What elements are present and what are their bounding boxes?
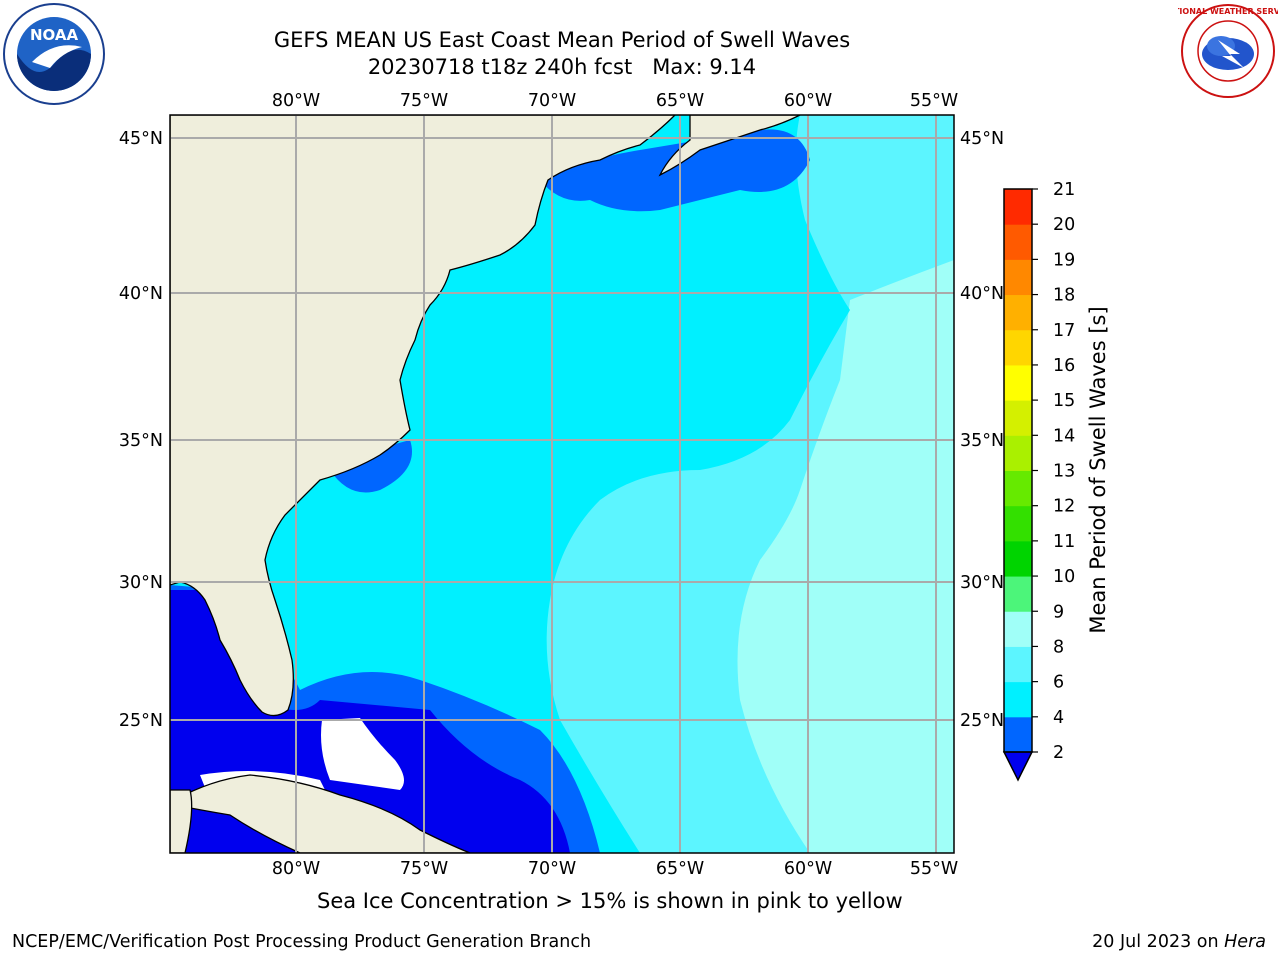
footer-machine: Hera [1224,932,1266,952]
colorbar-tick-label: 9 [1053,602,1064,622]
colorbar-segment [1004,189,1032,225]
colorbar-tick-label: 2 [1053,743,1064,763]
land-cuba [174,774,471,853]
lat-labels-left: 45°N 40°N 35°N 30°N 25°N [119,129,163,731]
colorbar-segment [1004,540,1032,577]
colorbar-segment [1004,435,1032,471]
lat-label-left: 40°N [119,284,163,304]
colorbar-segment [1004,681,1032,718]
colorbar-tick-label: 13 [1053,462,1075,482]
nws-logo: NATIONAL WEATHER SERVICE [1178,4,1278,98]
lat-labels-right: 45°N 40°N 35°N 30°N 25°N [960,129,1004,731]
lat-label-left: 45°N [119,129,163,149]
lon-labels-bottom: 80°W 75°W 70°W 65°W 60°W 55°W [272,859,958,879]
colorbar-tick-label: 18 [1053,286,1075,306]
lat-label-right: 30°N [960,573,1004,593]
colorbar-tick-label: 21 [1053,180,1075,200]
colorbar-segment [1004,505,1032,542]
colorbar-tick-label: 11 [1053,532,1075,552]
colorbar-tick-label: 19 [1053,250,1075,270]
colorbar-segment [1004,329,1032,366]
lon-label-bottom: 65°W [656,859,704,879]
chart-title: GEFS MEAN US East Coast Mean Period of S… [273,28,851,52]
ocean-below-2-patch [400,740,506,845]
lon-label-bottom: 80°W [272,859,320,879]
colorbar-segment [1004,224,1032,260]
colorbar: 2 4 6 8 9 10 11 12 13 14 15 16 17 18 19 20 21 Mean Perio… [1002,180,1110,782]
colorbar-label: Mean Period of Swell Waves [s] [1086,306,1110,633]
colorbar-segments [1004,189,1032,753]
lat-label-right: 45°N [960,129,1004,149]
colorbar-tick-label: 16 [1053,356,1075,376]
lon-label-top: 55°W [910,91,958,111]
colorbar-extend-arrow [1002,751,1034,782]
colorbar-tick-label: 14 [1053,426,1075,446]
colorbar-segment [1004,576,1032,612]
lat-label-right: 35°N [960,431,1004,451]
lat-label-left: 25°N [119,711,163,731]
lon-labels-top: 80°W 75°W 70°W 65°W 60°W 55°W [272,91,958,111]
lon-label-top: 80°W [272,91,320,111]
colorbar-segment [1004,294,1032,331]
colorbar-segment [1004,470,1032,507]
nws-logo-text: NATIONAL WEATHER SERVICE [1178,7,1278,16]
lat-label-left: 30°N [119,573,163,593]
lat-label-left: 35°N [119,431,163,451]
lon-label-top: 70°W [528,91,576,111]
colorbar-segment [1004,646,1032,683]
colorbar-tick-label: 20 [1053,215,1075,235]
colorbar-segment [1004,611,1032,647]
colorbar-tick-label: 15 [1053,391,1075,411]
ocean-band-8-9 [737,260,954,853]
colorbar-tick-label: 12 [1053,497,1075,517]
map-area [170,115,954,853]
footer-date-text: 20 Jul 2023 on [1092,932,1225,952]
land-nova-scotia [658,115,801,177]
colorbar-segment [1004,259,1032,296]
colorbar-tick-label: 17 [1053,321,1075,341]
ocean-band-2-4-north [540,129,810,212]
lon-label-top: 60°W [784,91,832,111]
lon-label-top: 75°W [400,91,448,111]
lat-label-right: 40°N [960,284,1004,304]
map-frame [169,114,955,854]
footer-credit: NCEP/EMC/Verification Post Processing Pr… [12,932,592,952]
no-data-bahamas [321,718,404,790]
noaa-logo: NOAA [3,3,105,105]
lon-label-top: 65°W [656,91,704,111]
lon-label-bottom: 60°W [784,859,832,879]
footer-date: 20 Jul 2023 on Hera [1092,932,1266,952]
lon-label-bottom: 55°W [910,859,958,879]
lat-label-right: 25°N [960,711,1004,731]
colorbar-segment [1004,400,1032,436]
colorbar-segment [1004,716,1032,753]
noaa-logo-text: NOAA [30,26,79,44]
chart-subtitle: 20230718 t18z 240h fcst Max: 9.14 [367,55,757,79]
colorbar-ticks: 2 4 6 8 9 10 11 12 13 14 15 16 17 18 19 20 21 [1032,180,1075,763]
ocean-band-2-4-mid [330,440,412,493]
colorbar-tick-label: 8 [1053,637,1064,657]
colorbar-tick-label: 4 [1053,708,1064,728]
gridlines [170,115,954,853]
lon-label-bottom: 70°W [528,859,576,879]
colorbar-segment [1004,364,1032,401]
sea-ice-note: Sea Ice Concentration > 15% is shown in … [317,889,903,913]
lon-label-bottom: 75°W [400,859,448,879]
colorbar-tick-label: 10 [1053,567,1075,587]
colorbar-tick-label: 6 [1053,673,1064,693]
